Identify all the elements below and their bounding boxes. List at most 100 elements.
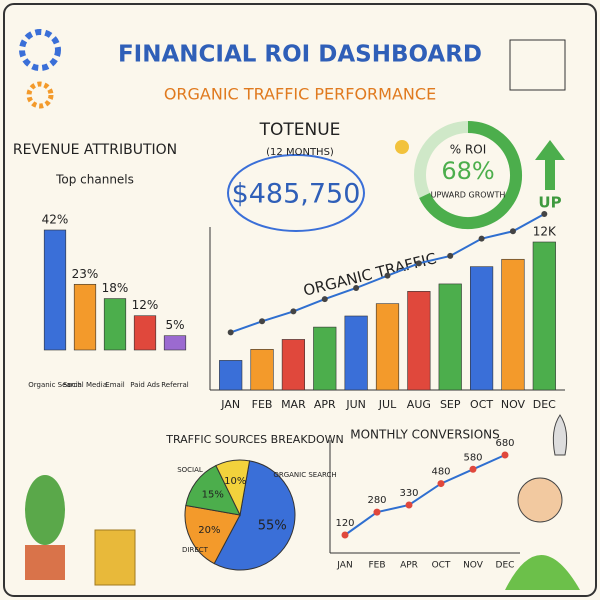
up-arrow	[535, 140, 565, 190]
data-label: 480	[431, 467, 450, 478]
chart-subtitle: Top channels	[55, 173, 134, 187]
kpi-label: TOTENUE	[259, 120, 341, 140]
trend-point	[384, 272, 391, 279]
data-label: 580	[463, 452, 482, 463]
legend-label: ORGANIC SEARCH	[273, 471, 336, 479]
bar	[438, 283, 462, 391]
x-tick-label: OCT	[432, 561, 451, 571]
bar	[407, 291, 431, 391]
trend-point	[259, 318, 266, 325]
point	[437, 480, 445, 488]
data-label: 10%	[224, 476, 246, 487]
x-tick-label: JAN	[336, 561, 352, 571]
bar	[469, 266, 494, 391]
point	[341, 531, 349, 539]
x-tick-label: JUN	[345, 398, 366, 411]
trend-point	[415, 260, 422, 267]
data-label: 42%	[42, 213, 69, 227]
bar	[163, 335, 187, 351]
pie-slice	[215, 459, 251, 517]
bar	[219, 360, 243, 391]
gauge-note: UPWARD GROWTH	[431, 191, 506, 200]
kpi-ring	[227, 154, 365, 232]
x-tick-label: FEB	[368, 561, 385, 571]
trend-point	[290, 308, 297, 315]
data-label: 15%	[202, 489, 224, 500]
point	[469, 465, 477, 473]
chart-icon	[509, 39, 566, 91]
x-tick-label: Referral	[161, 381, 189, 389]
x-tick-label: APR	[400, 561, 418, 571]
bar	[250, 348, 274, 391]
data-label: 680	[495, 438, 514, 449]
x-tick-label: MAR	[281, 398, 306, 411]
data-label: 55%	[258, 519, 287, 534]
bar	[281, 339, 306, 391]
x-tick-label: AUG	[407, 398, 431, 411]
data-label: 12K	[533, 225, 557, 239]
data-label: 5%	[165, 318, 184, 332]
bar	[532, 241, 556, 391]
trend-point	[541, 211, 548, 217]
kpi-value: $485,750	[232, 179, 361, 210]
x-tick-label: Paid Ads	[130, 381, 160, 389]
x-tick-label: APR	[314, 398, 336, 411]
trend-point	[509, 228, 516, 235]
trend-point	[227, 329, 234, 336]
x-tick-label: Organic Search	[28, 381, 82, 389]
coin-stack	[94, 529, 136, 586]
bar	[501, 258, 525, 391]
bar	[103, 298, 127, 351]
x-tick-label: OCT	[470, 398, 493, 411]
chart-title: TRAFFIC SOURCES BREAKDOWN	[165, 433, 344, 446]
gear-icon	[19, 29, 61, 71]
x-tick-label: Social Media	[63, 381, 107, 389]
bar	[43, 229, 67, 351]
trend-point	[353, 285, 360, 291]
point	[405, 501, 413, 509]
gear-icon	[26, 81, 54, 109]
data-label: 12%	[132, 298, 159, 312]
x-tick-label: JAN	[220, 398, 240, 411]
gauge-arc	[419, 121, 522, 229]
x-tick-label: NOV	[463, 561, 484, 571]
data-label: 120	[335, 518, 354, 529]
chart-title: MONTHLY CONVERSIONS	[350, 428, 500, 442]
rocket-icon	[552, 414, 568, 456]
legend-label: SOCIAL	[177, 466, 203, 474]
person-body	[505, 555, 580, 590]
frame	[3, 3, 597, 597]
gauge-title: % ROI	[450, 143, 487, 157]
dashboard-title: FINANCIAL ROI DASHBOARD	[118, 42, 482, 68]
pie-slice	[213, 460, 296, 571]
pie-slice	[185, 464, 241, 516]
x-tick-label: FEB	[252, 398, 273, 411]
bar	[375, 303, 400, 391]
gauge-value: 68%	[441, 157, 494, 185]
trend-point	[478, 235, 485, 242]
data-label: 280	[367, 495, 386, 506]
pie-slice	[184, 504, 241, 565]
bar	[313, 326, 337, 391]
bar	[73, 283, 97, 351]
coin-icon	[395, 140, 409, 154]
point	[373, 508, 381, 516]
data-label: 330	[399, 488, 418, 499]
data-label: 20%	[198, 525, 220, 536]
person-head	[517, 477, 563, 523]
x-tick-label: NOV	[501, 398, 526, 411]
plant	[25, 475, 65, 545]
trend-point	[321, 296, 328, 303]
data-label: 23%	[72, 267, 99, 281]
plant-pot	[25, 545, 65, 580]
up-label: UP	[538, 194, 561, 212]
bar	[133, 315, 157, 351]
legend-label: DIRECT	[182, 546, 209, 554]
kpi-period: (12 MONTHS)	[266, 147, 334, 158]
trend-point	[447, 252, 454, 259]
bar	[344, 315, 368, 391]
x-tick-label: SEP	[440, 398, 461, 411]
point	[501, 451, 509, 459]
